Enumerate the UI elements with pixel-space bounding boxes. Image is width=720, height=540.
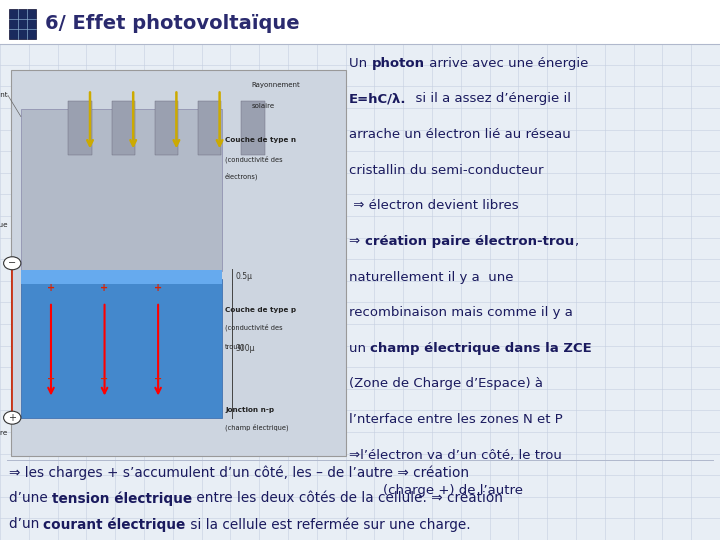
Text: +: + <box>47 284 55 293</box>
Text: (Zone de Charge d’Espace) à: (Zone de Charge d’Espace) à <box>349 377 543 390</box>
Text: Jonction n-p: Jonction n-p <box>225 407 274 413</box>
Text: Un: Un <box>349 57 372 70</box>
Text: photon: photon <box>372 57 425 70</box>
Text: Couche de type p: Couche de type p <box>225 307 296 313</box>
Text: ,: , <box>574 235 578 248</box>
Text: électrons): électrons) <box>225 173 258 180</box>
Text: entre les deux côtés de la cellule. ⇒ création: entre les deux côtés de la cellule. ⇒ cr… <box>192 491 503 505</box>
Text: création paire électron-trou: création paire électron-trou <box>364 235 574 248</box>
Text: arrache un électron lié au réseau: arrache un électron lié au réseau <box>349 128 571 141</box>
FancyBboxPatch shape <box>112 101 135 155</box>
FancyBboxPatch shape <box>21 270 222 285</box>
FancyBboxPatch shape <box>155 101 179 155</box>
Text: +: + <box>154 284 162 293</box>
Text: recombinaison mais comme il y a: recombinaison mais comme il y a <box>349 306 573 319</box>
Text: E=hC/λ.: E=hC/λ. <box>349 92 407 105</box>
Text: ⇒ électron devient libres: ⇒ électron devient libres <box>349 199 519 212</box>
Text: 300µ: 300µ <box>235 343 255 353</box>
FancyBboxPatch shape <box>68 101 92 155</box>
Text: 0.5µ: 0.5µ <box>235 272 253 281</box>
Text: Couche de type n: Couche de type n <box>225 137 296 143</box>
Text: (champ électrique): (champ électrique) <box>225 423 289 431</box>
Text: naturellement il y a  une: naturellement il y a une <box>349 271 513 284</box>
Text: +: + <box>8 413 17 423</box>
FancyBboxPatch shape <box>21 279 222 418</box>
Text: −: − <box>154 374 162 384</box>
Text: arrive avec une énergie: arrive avec une énergie <box>425 57 588 70</box>
Text: +: + <box>101 284 109 293</box>
Text: Contact avant: Contact avant <box>0 92 7 98</box>
Text: courant électrique: courant électrique <box>43 517 186 532</box>
Text: (conductivité des: (conductivité des <box>225 156 283 163</box>
Text: d’un: d’un <box>9 517 43 531</box>
Text: si il a assez d’énergie il: si il a assez d’énergie il <box>407 92 571 105</box>
Circle shape <box>4 411 21 424</box>
Text: champ électrique dans la ZCE: champ électrique dans la ZCE <box>371 342 592 355</box>
Text: l’nterface entre les zones N et P: l’nterface entre les zones N et P <box>349 413 563 426</box>
Text: Tension électrique: Tension électrique <box>0 221 7 228</box>
FancyBboxPatch shape <box>21 109 222 271</box>
Text: ⇒l’électron va d’un côté, le trou: ⇒l’électron va d’un côté, le trou <box>349 449 562 462</box>
Text: cristallin du semi-conducteur: cristallin du semi-conducteur <box>349 164 544 177</box>
FancyBboxPatch shape <box>9 9 36 39</box>
Text: (conductivité des: (conductivité des <box>225 323 283 330</box>
Circle shape <box>4 256 21 270</box>
Text: d’une: d’une <box>9 491 52 505</box>
Text: ⇒: ⇒ <box>349 235 364 248</box>
FancyBboxPatch shape <box>11 70 346 456</box>
FancyBboxPatch shape <box>0 0 720 44</box>
Text: 6/ Effet photovoltaïque: 6/ Effet photovoltaïque <box>45 14 300 33</box>
Text: solaire: solaire <box>252 103 275 109</box>
Text: ⇒ les charges + s’accumulent d’un côté, les – de l’autre ⇒ création: ⇒ les charges + s’accumulent d’un côté, … <box>9 465 469 480</box>
Text: −: − <box>101 374 109 384</box>
Text: (charge +) de l’autre: (charge +) de l’autre <box>349 484 523 497</box>
Text: si la cellule est refermée sur une charge.: si la cellule est refermée sur une charg… <box>186 517 470 532</box>
FancyBboxPatch shape <box>241 101 265 155</box>
Text: un: un <box>349 342 371 355</box>
Text: Contact arrière: Contact arrière <box>0 430 7 436</box>
Text: tension électrique: tension électrique <box>52 491 192 506</box>
FancyBboxPatch shape <box>198 101 222 155</box>
Text: −: − <box>8 258 17 268</box>
Text: trous): trous) <box>225 343 245 349</box>
Text: −: − <box>47 374 55 384</box>
Text: Rayonnement: Rayonnement <box>252 82 301 88</box>
